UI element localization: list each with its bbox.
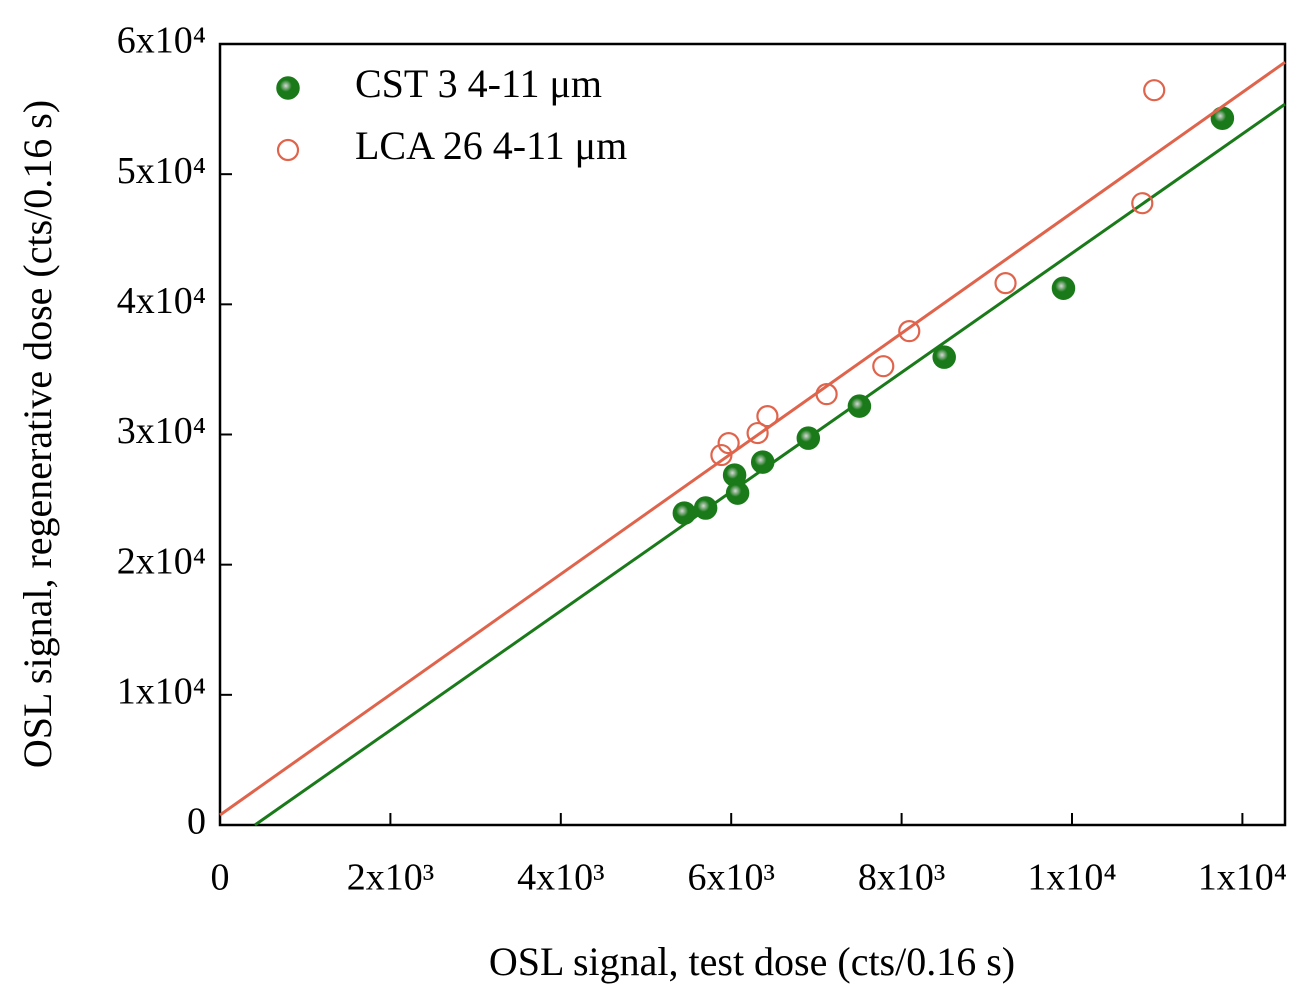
x-tick-label: 6x10³ <box>687 857 774 899</box>
fit-line <box>219 60 1286 817</box>
x-tick-label: 2x10³ <box>347 857 434 899</box>
point <box>994 272 1017 295</box>
x-tick-label: 1x10⁴ <box>1198 857 1287 899</box>
y-tick-label: 5x10⁴ <box>117 150 206 192</box>
point <box>1143 79 1166 102</box>
y-tick-label: 3x10⁴ <box>117 410 206 452</box>
y-tick-label: 4x10⁴ <box>117 280 206 322</box>
point <box>693 496 718 520</box>
point <box>796 426 821 450</box>
point <box>750 450 775 474</box>
point <box>898 320 921 343</box>
point <box>725 481 750 505</box>
point <box>815 383 838 406</box>
legend-marker <box>276 138 300 162</box>
legend-marker <box>276 76 300 100</box>
point <box>932 345 956 369</box>
x-tick-label: 4x10³ <box>517 857 604 899</box>
point <box>710 443 733 467</box>
y-tick-label: 0 <box>187 801 206 843</box>
y-axis-title: OSL signal, regenerative dose (cts/0.16 … <box>15 100 60 768</box>
legend-text: CST 3 4-11 μm <box>355 61 602 106</box>
point <box>1051 276 1076 300</box>
point <box>717 431 740 455</box>
point <box>1131 192 1154 215</box>
y-tick-label: 6x10⁴ <box>117 20 206 62</box>
x-tick-label: 8x10³ <box>858 857 945 899</box>
point <box>872 355 895 378</box>
y-tick-label: 1x10⁴ <box>117 671 206 713</box>
point <box>746 421 769 445</box>
x-axis-title: OSL signal, test dose (cts/0.16 s) <box>489 939 1015 984</box>
legend-text: LCA 26 4-11 μm <box>355 123 627 168</box>
point <box>847 394 872 418</box>
point <box>672 501 697 525</box>
point <box>756 405 779 428</box>
y-tick-label: 2x10⁴ <box>117 540 206 582</box>
x-tick-label: 1x10⁴ <box>1027 857 1116 899</box>
x-tick-label: 0 <box>211 857 230 899</box>
